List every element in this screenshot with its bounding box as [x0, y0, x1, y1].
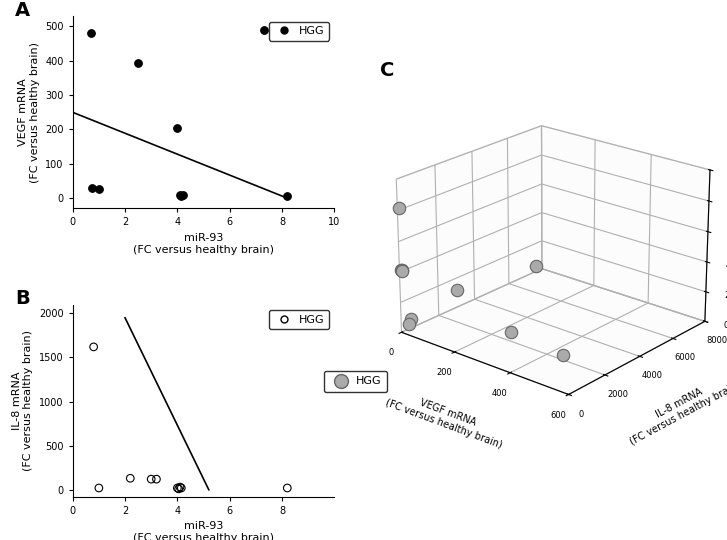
Text: C: C — [379, 60, 394, 79]
Point — [132, 58, 144, 67]
Point — [258, 25, 270, 34]
Y-axis label: IL-8 mRNA
(FC versus healthy brain): IL-8 mRNA (FC versus healthy brain) — [623, 370, 727, 447]
Point — [175, 484, 187, 492]
Point — [172, 124, 183, 132]
Point — [87, 184, 98, 192]
Point — [85, 29, 97, 38]
Point — [174, 483, 186, 491]
Point — [174, 191, 186, 199]
Point — [150, 475, 162, 483]
Point — [281, 192, 293, 201]
Point — [145, 475, 157, 483]
Point — [175, 192, 187, 201]
Point — [93, 484, 105, 492]
X-axis label: miR-93
(FC versus healthy brain): miR-93 (FC versus healthy brain) — [133, 522, 274, 540]
X-axis label: VEGF mRNA
(FC versus healthy brain): VEGF mRNA (FC versus healthy brain) — [384, 386, 507, 450]
Point — [172, 484, 183, 492]
Legend: HGG: HGG — [324, 371, 387, 392]
Y-axis label: VEGF mRNA
(FC versus healthy brain): VEGF mRNA (FC versus healthy brain) — [18, 42, 39, 183]
Point — [281, 484, 293, 492]
Text: A: A — [15, 1, 31, 20]
Point — [177, 191, 188, 200]
X-axis label: miR-93
(FC versus healthy brain): miR-93 (FC versus healthy brain) — [133, 233, 274, 255]
Point — [124, 474, 136, 483]
Text: B: B — [15, 289, 30, 308]
Y-axis label: IL-8 mRNA
(FC versus healthy brain): IL-8 mRNA (FC versus healthy brain) — [12, 330, 33, 471]
Point — [93, 184, 105, 193]
Legend: HGG: HGG — [269, 22, 329, 40]
Point — [173, 484, 185, 493]
Legend: HGG: HGG — [269, 310, 329, 329]
Point — [88, 342, 100, 351]
